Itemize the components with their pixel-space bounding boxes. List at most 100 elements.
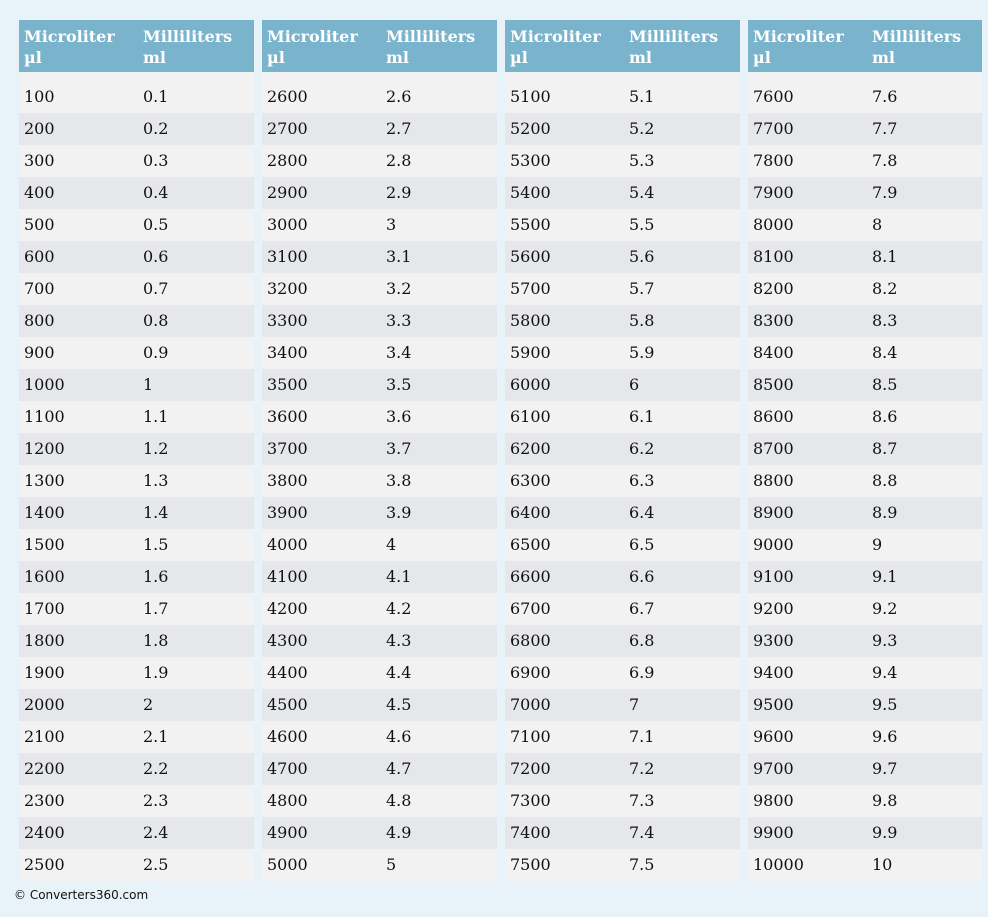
microliter-cell: 7200 xyxy=(505,753,624,785)
table-row: 2700 2.7 xyxy=(262,113,497,145)
milliliters-cell: 4.8 xyxy=(381,785,497,817)
microliter-cell: 10000 xyxy=(748,849,867,881)
milliliters-cell: 6.5 xyxy=(624,529,740,561)
milliliters-cell: 8.3 xyxy=(867,305,982,337)
table-row: 4400 4.4 xyxy=(262,657,497,689)
table-row: 6300 6.3 xyxy=(505,465,740,497)
milliliters-cell: 6.1 xyxy=(624,401,740,433)
microliter-cell: 5700 xyxy=(505,273,624,305)
table-row: 100 0.1 xyxy=(19,81,254,113)
table-row: 4000 4 xyxy=(262,529,497,561)
microliter-cell: 5900 xyxy=(505,337,624,369)
microliter-cell: 3500 xyxy=(262,369,381,401)
conversion-table: Microliter µl Milliliters ml 100 0.1 200 0.2 3… xyxy=(19,20,254,881)
table-row: 2800 2.8 xyxy=(262,145,497,177)
milliliters-cell: 3.7 xyxy=(381,433,497,465)
table-row: 4700 4.7 xyxy=(262,753,497,785)
conversion-table: Microliter µl Milliliters ml 7600 7.6 7700 7.… xyxy=(748,20,982,881)
microliter-cell: 4000 xyxy=(262,529,381,561)
microliter-cell: 200 xyxy=(19,113,138,145)
microliter-cell: 5300 xyxy=(505,145,624,177)
table-row: 5600 5.6 xyxy=(505,241,740,273)
milliliters-cell: 2.6 xyxy=(381,81,497,113)
milliliters-cell: 2.8 xyxy=(381,145,497,177)
microliter-cell: 1600 xyxy=(19,561,138,593)
table-row: 2600 2.6 xyxy=(262,81,497,113)
milliliters-cell: 3.2 xyxy=(381,273,497,305)
microliter-cell: 4200 xyxy=(262,593,381,625)
conversion-table: Microliter µl Milliliters ml 2600 2.6 2700 2.… xyxy=(262,20,497,881)
table-row: 2900 2.9 xyxy=(262,177,497,209)
microliter-cell: 7700 xyxy=(748,113,867,145)
table-row: 3500 3.5 xyxy=(262,369,497,401)
microliter-cell: 1300 xyxy=(19,465,138,497)
microliter-cell: 5800 xyxy=(505,305,624,337)
microliter-cell: 5100 xyxy=(505,81,624,113)
microliter-cell: 6400 xyxy=(505,497,624,529)
milliliters-cell: 9.2 xyxy=(867,593,982,625)
microliter-cell: 6900 xyxy=(505,657,624,689)
table-row: 9000 9 xyxy=(748,529,982,561)
table-row: 1100 1.1 xyxy=(19,401,254,433)
table-row: 8500 8.5 xyxy=(748,369,982,401)
milliliters-cell: 5.4 xyxy=(624,177,740,209)
table-row: 7100 7.1 xyxy=(505,721,740,753)
milliliters-cell: 4.4 xyxy=(381,657,497,689)
milliliters-cell: 5.5 xyxy=(624,209,740,241)
microliter-cell: 9600 xyxy=(748,721,867,753)
milliliters-cell: 4.1 xyxy=(381,561,497,593)
table-row: 7200 7.2 xyxy=(505,753,740,785)
microliter-cell: 1100 xyxy=(19,401,138,433)
microliter-cell: 2400 xyxy=(19,817,138,849)
microliter-cell: 2000 xyxy=(19,689,138,721)
milliliters-cell: 5.6 xyxy=(624,241,740,273)
milliliters-cell: 8.6 xyxy=(867,401,982,433)
microliter-cell: 7100 xyxy=(505,721,624,753)
microliter-cell: 6500 xyxy=(505,529,624,561)
table-row: 7500 7.5 xyxy=(505,849,740,881)
microliter-cell: 4400 xyxy=(262,657,381,689)
milliliters-cell: 10 xyxy=(867,849,982,881)
table-row: 9300 9.3 xyxy=(748,625,982,657)
microliter-cell: 9100 xyxy=(748,561,867,593)
milliliters-cell: 7 xyxy=(624,689,740,721)
table-row: 4900 4.9 xyxy=(262,817,497,849)
table-row: 8800 8.8 xyxy=(748,465,982,497)
header-row: Microliter µl Milliliters ml xyxy=(505,20,740,81)
table-row: 6900 6.9 xyxy=(505,657,740,689)
table-row: 6100 6.1 xyxy=(505,401,740,433)
milliliters-cell: 0.6 xyxy=(138,241,254,273)
table-row: 400 0.4 xyxy=(19,177,254,209)
microliter-cell: 3600 xyxy=(262,401,381,433)
milliliters-cell: 6.2 xyxy=(624,433,740,465)
microliter-cell: 400 xyxy=(19,177,138,209)
table-row: 2400 2.4 xyxy=(19,817,254,849)
milliliters-cell: 4.3 xyxy=(381,625,497,657)
table-row: 7800 7.8 xyxy=(748,145,982,177)
microliter-cell: 2500 xyxy=(19,849,138,881)
microliter-cell: 7400 xyxy=(505,817,624,849)
microliter-cell: 9700 xyxy=(748,753,867,785)
conversion-tables: Microliter µl Milliliters ml 100 0.1 200 0.2 3… xyxy=(19,20,982,881)
milliliters-cell: 4.6 xyxy=(381,721,497,753)
milliliters-cell: 2.2 xyxy=(138,753,254,785)
table-row: 3700 3.7 xyxy=(262,433,497,465)
microliter-cell: 3300 xyxy=(262,305,381,337)
table-row: 3300 3.3 xyxy=(262,305,497,337)
microliter-cell: 6700 xyxy=(505,593,624,625)
milliliters-cell: 1.9 xyxy=(138,657,254,689)
table-row: 7700 7.7 xyxy=(748,113,982,145)
microliter-cell: 1400 xyxy=(19,497,138,529)
table-row: 9100 9.1 xyxy=(748,561,982,593)
milliliters-cell: 6.6 xyxy=(624,561,740,593)
milliliters-cell: 4.5 xyxy=(381,689,497,721)
milliliters-cell: 0.4 xyxy=(138,177,254,209)
milliliters-cell: 7.7 xyxy=(867,113,982,145)
table-row: 5500 5.5 xyxy=(505,209,740,241)
table-row: 5200 5.2 xyxy=(505,113,740,145)
microliter-cell: 6300 xyxy=(505,465,624,497)
microliter-cell: 9900 xyxy=(748,817,867,849)
table-row: 8100 8.1 xyxy=(748,241,982,273)
microliter-cell: 3400 xyxy=(262,337,381,369)
table-row: 4800 4.8 xyxy=(262,785,497,817)
